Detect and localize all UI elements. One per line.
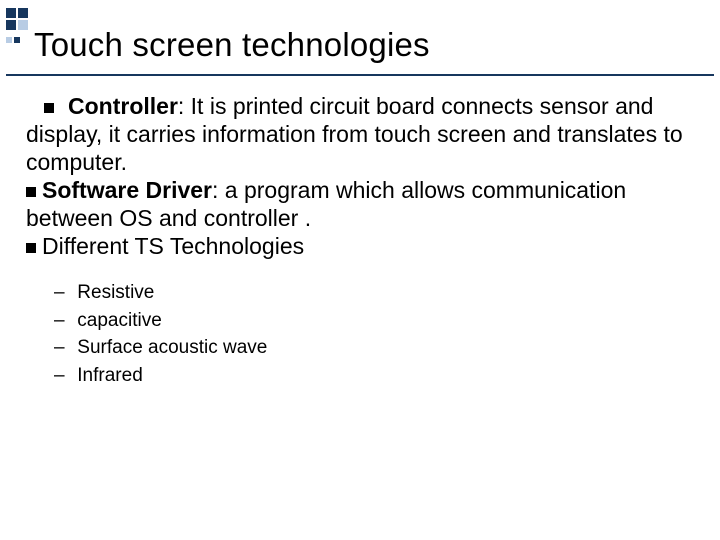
dash-icon: – — [54, 335, 72, 361]
deco-square — [18, 8, 28, 18]
bullet-icon — [26, 187, 36, 197]
list-item: – Resistive — [54, 280, 267, 306]
deco-square — [6, 37, 12, 43]
list-item-label: Surface acoustic wave — [72, 337, 267, 358]
deco-square — [6, 8, 16, 18]
title-rule — [6, 74, 714, 76]
body-bold-1: Controller — [68, 93, 178, 119]
dash-icon: – — [54, 308, 72, 334]
list-item-label: Resistive — [72, 282, 154, 303]
list-item: – capacitive — [54, 308, 267, 334]
list-item: – Infrared — [54, 363, 267, 389]
bullet-icon — [44, 103, 54, 113]
deco-square — [14, 37, 20, 43]
body-text-3: Different TS Technologies — [42, 233, 304, 259]
dash-icon: – — [54, 363, 72, 389]
dash-icon: – — [54, 280, 72, 306]
deco-square — [6, 20, 16, 30]
list-item-label: capacitive — [72, 310, 162, 331]
deco-square — [18, 20, 28, 30]
list-item-label: Infrared — [72, 365, 143, 386]
slide-body: Controller: It is printed circuit board … — [26, 92, 694, 260]
bullet-icon — [26, 243, 36, 253]
list-item: – Surface acoustic wave — [54, 335, 267, 361]
sub-list: – Resistive– capacitive– Surface acousti… — [54, 280, 267, 391]
slide-title: Touch screen technologies — [34, 26, 430, 64]
body-bold-2: Software Driver — [42, 177, 212, 203]
